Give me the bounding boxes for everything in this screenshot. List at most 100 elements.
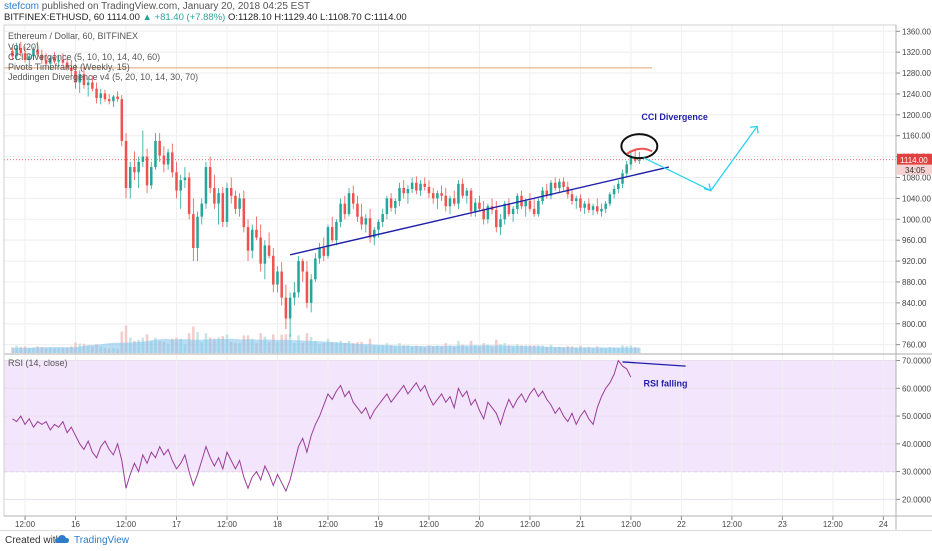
- candle-body: [107, 99, 111, 102]
- candle-body: [141, 156, 145, 162]
- candle-body: [204, 167, 208, 204]
- last-price-tag-bg: [897, 153, 932, 165]
- candle-body: [238, 198, 241, 209]
- candle-body: [246, 227, 250, 251]
- rsi-line: [12, 359, 632, 493]
- volume-bar: [638, 347, 641, 353]
- candle-body: [415, 182, 418, 191]
- candle-body: [398, 187, 401, 202]
- legend-jeddingen[interactable]: Jeddingen Divergence v4 (5, 20, 10, 14, …: [8, 72, 199, 82]
- legend-rsi[interactable]: RSI (14, close): [8, 358, 68, 368]
- cci-mark: [626, 147, 653, 155]
- time-tick-label: 12:00: [722, 520, 743, 529]
- candle-body: [305, 271, 309, 303]
- candle-body: [537, 201, 540, 215]
- candle-body: [263, 245, 267, 264]
- candle-body: [112, 96, 115, 102]
- time-tick-label: 20: [475, 520, 484, 529]
- candle-body: [419, 183, 422, 191]
- candle-body: [23, 53, 27, 60]
- candle-body: [617, 183, 620, 189]
- candle-body: [532, 208, 536, 215]
- candle-body: [402, 187, 405, 194]
- time-tick-label: 18: [273, 520, 282, 529]
- candle-body: [171, 152, 174, 173]
- author-link[interactable]: stefcom: [4, 1, 40, 12]
- symbol-line: BITFINEX:ETHUSD, 60 1114.00: [4, 12, 140, 23]
- axes: 1360.00 1320.00 1280.00 1240.00 1200.00 1160.…: [15, 27, 932, 529]
- candle-body: [242, 198, 246, 228]
- candle-body: [74, 70, 77, 83]
- candle-body: [440, 193, 443, 196]
- candle-body: [591, 206, 595, 210]
- candle-body: [587, 203, 591, 210]
- candle-body: [473, 202, 477, 212]
- candle-body: [297, 261, 300, 293]
- candle-body: [301, 261, 304, 272]
- price-change: ▲ +81.40 (+7.88%): [142, 12, 226, 23]
- legend-pivots[interactable]: Pivots Timeframe (Weekly, 15): [8, 62, 130, 72]
- candle-body: [356, 203, 359, 217]
- candle-body: [495, 209, 498, 228]
- candle-body: [78, 74, 81, 83]
- candle-body: [448, 198, 452, 207]
- candle-body: [499, 219, 502, 228]
- candle-body: [545, 190, 549, 196]
- price-pane-bg: [4, 25, 896, 353]
- candle-body: [259, 237, 262, 264]
- candle-body: [15, 47, 18, 57]
- candle-body: [326, 227, 330, 256]
- candle-body: [381, 214, 384, 222]
- price-tick-label: 1280.00: [902, 69, 931, 78]
- candle-body: [213, 187, 216, 204]
- candle-body: [103, 93, 107, 100]
- candle-body: [596, 206, 599, 212]
- volume-ma-area: [12, 338, 640, 353]
- candle-body: [221, 193, 225, 222]
- drawings: CCI Divergence RSI falling: [289, 112, 759, 389]
- candle-body: [511, 208, 515, 215]
- candle-body: [528, 201, 532, 209]
- candle-body: [293, 292, 296, 298]
- candle-body: [553, 182, 557, 188]
- candle-body: [255, 229, 258, 238]
- candle-body: [49, 57, 52, 64]
- symbol-header: BITFINEX:ETHUSD, 60 1114.00 ▲ +81.40 (+7…: [4, 12, 407, 23]
- candle-body: [633, 157, 637, 161]
- projection-arrowhead-down: [703, 183, 712, 192]
- candle-body: [40, 54, 44, 60]
- price-tick-label: 1160.00: [902, 132, 931, 141]
- legend-vol[interactable]: Vol (20): [8, 42, 40, 52]
- candle-body: [385, 198, 389, 215]
- candle-body: [638, 159, 641, 161]
- candle-body: [629, 157, 633, 165]
- candle-body: [351, 193, 355, 204]
- candle-body: [116, 96, 119, 100]
- legend-cci[interactable]: CCI Divergence (5, 10, 10, 14, 40, 60): [8, 52, 161, 62]
- candle-body: [192, 214, 195, 249]
- candle-body: [158, 140, 161, 156]
- time-tick-label: 12:00: [318, 520, 339, 529]
- candle-body: [444, 195, 448, 207]
- candle-body: [423, 183, 427, 187]
- volume-bar: [124, 325, 128, 353]
- time-tick-label: 24: [879, 520, 888, 529]
- candle-body: [482, 208, 485, 220]
- chart-svg[interactable]: CCI Divergence RSI falling 1360.00 1320.00…: [0, 0, 932, 530]
- price-tick-label: 760.00: [902, 341, 927, 350]
- candle-body: [343, 203, 347, 215]
- footer: Created with TradingView: [0, 530, 932, 551]
- candle-body: [91, 82, 94, 89]
- candle-body: [368, 218, 372, 238]
- tradingview-brand[interactable]: TradingView: [74, 535, 130, 546]
- candle-body: [562, 181, 565, 187]
- price-tick-label: 840.00: [902, 299, 927, 308]
- candle-body: [53, 57, 56, 62]
- legend-title[interactable]: Ethereum / Dollar, 60, BITFINEX: [8, 31, 139, 41]
- candle-body: [70, 67, 73, 71]
- candlestick-series: [11, 41, 641, 337]
- candle-body: [486, 206, 490, 220]
- candle-body: [583, 203, 586, 208]
- candle-body: [600, 208, 603, 212]
- candle-body: [625, 164, 628, 174]
